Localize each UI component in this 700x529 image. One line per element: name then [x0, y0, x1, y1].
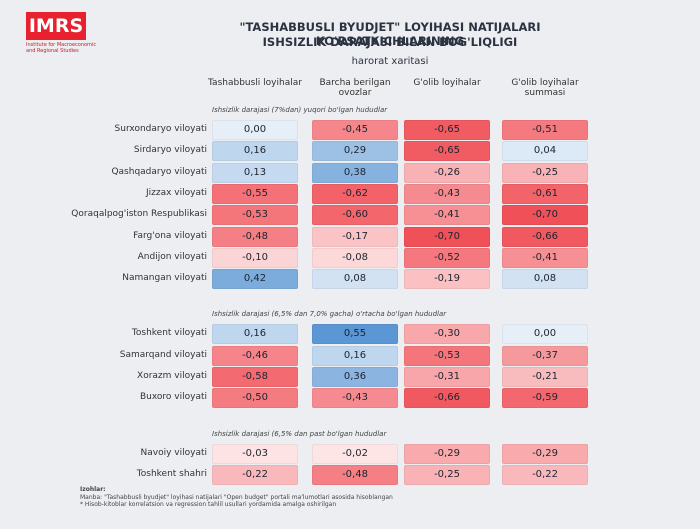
heatmap-cell: 0,29 [312, 141, 398, 162]
heatmap-cell: -0,22 [212, 464, 298, 485]
row-label: Toshkent shahri [136, 468, 207, 479]
heatmap-cell: 0,38 [312, 162, 398, 183]
column-header: Barcha berilgan ovozlar [319, 78, 391, 98]
heatmap-cell: -0,70 [502, 205, 588, 226]
row-label: Buxoro viloyati [139, 392, 207, 403]
row-label: Qoraqalpog'iston Respublikasi [71, 209, 207, 220]
chart-title: "TASHABBUSLI BYUDJET" LOYIHASI NATIJALAR… [239, 20, 541, 48]
heatmap-cell: -0,62 [312, 183, 398, 204]
heatmap-cell: -0,43 [404, 183, 490, 204]
heatmap-cell: -0,66 [404, 388, 490, 409]
heatmap-cell: -0,22 [502, 464, 588, 485]
heatmap-cell: -0,25 [404, 464, 490, 485]
row-label: Qashqadaryo viloyati [111, 166, 207, 177]
heatmap-cell: -0,41 [404, 205, 490, 226]
heatmap-cell: -0,30 [404, 324, 490, 345]
heatmap-cell: -0,37 [502, 345, 588, 366]
row-label: Namangan viloyati [122, 273, 207, 284]
column-header: G'olib loyihalar [413, 78, 481, 88]
heatmap-cell: -0,17 [312, 226, 398, 247]
heatmap-cell: -0,41 [502, 247, 588, 268]
heatmap-cell: -0,52 [404, 247, 490, 268]
notes-heading: Izohlar: [80, 486, 106, 493]
row-label: Farg'ona viloyati [133, 230, 207, 241]
heatmap-cell: 0,16 [212, 141, 298, 162]
heatmap-cell: 0,55 [312, 324, 398, 345]
row-label: Andijon viloyati [137, 251, 207, 262]
chart-subtitle: harorat xaritasi [351, 56, 429, 67]
heatmap-cell: -0,48 [212, 226, 298, 247]
heatmap-cell: 0,08 [502, 269, 588, 290]
heatmap-cell: -0,55 [212, 183, 298, 204]
heatmap-cell: 0,13 [212, 162, 298, 183]
heatmap-cell: -0,60 [312, 205, 398, 226]
heatmap-cell: -0,31 [404, 367, 490, 387]
heatmap-cell: -0,26 [404, 162, 490, 183]
heatmap-cell: -0,10 [212, 247, 298, 268]
row-label: Surxondaryo viloyati [114, 124, 207, 134]
heatmap-cell: -0,53 [404, 345, 490, 366]
row-label: Sirdaryo viloyati [133, 145, 207, 156]
heatmap-cell: -0,48 [312, 464, 398, 485]
heatmap-cell: 0,00 [502, 324, 588, 345]
heatmap-cell: 0,42 [212, 269, 298, 290]
heatmap-cell: -0,45 [312, 120, 398, 140]
heatmap-cell: -0,02 [312, 443, 398, 464]
column-header: G'olib loyihalar summasi [511, 78, 579, 98]
chart-title: ISHSIZLIK DARAJASI BILAN BOG'LIQLIGI [262, 35, 518, 49]
heatmap-cell: -0,51 [502, 120, 588, 140]
heatmap-cell: -0,29 [404, 443, 490, 464]
heatmap-cell: -0,59 [502, 388, 588, 409]
logo: IMRS [26, 12, 86, 40]
note-line: * Hisob-kitoblar korrelatsion va regress… [80, 501, 337, 508]
heatmap-cell: -0,46 [212, 345, 298, 366]
heatmap-cell: -0,50 [212, 388, 298, 409]
note-line: Manba: "Tashabbusli byudjet" loyihasi na… [80, 494, 393, 501]
heatmap-cell: -0,21 [502, 367, 588, 387]
column-header: Tashabbusli loyihalar [208, 78, 302, 88]
heatmap-cell: -0,29 [502, 443, 588, 464]
heatmap-cell: -0,61 [502, 183, 588, 204]
heatmap-cell: 0,36 [312, 367, 398, 387]
group-label: Ishsizlik darajasi (7%dan) yuqori bo'lga… [212, 106, 388, 114]
heatmap-cell: -0,08 [312, 247, 398, 268]
row-label: Navoiy viloyati [140, 447, 207, 458]
heatmap-cell: 0,04 [502, 141, 588, 162]
heatmap-cell: -0,19 [404, 269, 490, 290]
row-label: Samarqand viloyati [119, 349, 207, 360]
heatmap-cell: -0,58 [212, 367, 298, 387]
heatmap-cell: -0,66 [502, 226, 588, 247]
heatmap-cell: 0,08 [312, 269, 398, 290]
heatmap-cell: -0,03 [212, 443, 298, 464]
heatmap-cell: 0,00 [212, 120, 298, 140]
logo-subtitle: Institute for Macroeconomic and Regional… [26, 42, 97, 54]
heatmap-cell: -0,65 [404, 120, 490, 140]
heatmap-cell: 0,16 [312, 345, 398, 366]
row-label: Xorazm viloyati [137, 371, 207, 381]
heatmap-cell: 0,16 [212, 324, 298, 345]
heatmap-cell: -0,25 [502, 162, 588, 183]
heatmap-cell: -0,65 [404, 141, 490, 162]
group-label: Ishsizlik darajasi (6,5% dan 7,0% gacha)… [212, 310, 447, 319]
heatmap-cell: -0,70 [404, 226, 490, 247]
heatmap-cell: -0,53 [212, 205, 298, 226]
heatmap-cell: -0,43 [312, 388, 398, 409]
row-label: Toshkent viloyati [131, 328, 207, 339]
group-label: Ishsizlik darajasi (6,5% dan past bo'lga… [212, 429, 387, 438]
row-label: Jizzax viloyati [145, 187, 207, 198]
